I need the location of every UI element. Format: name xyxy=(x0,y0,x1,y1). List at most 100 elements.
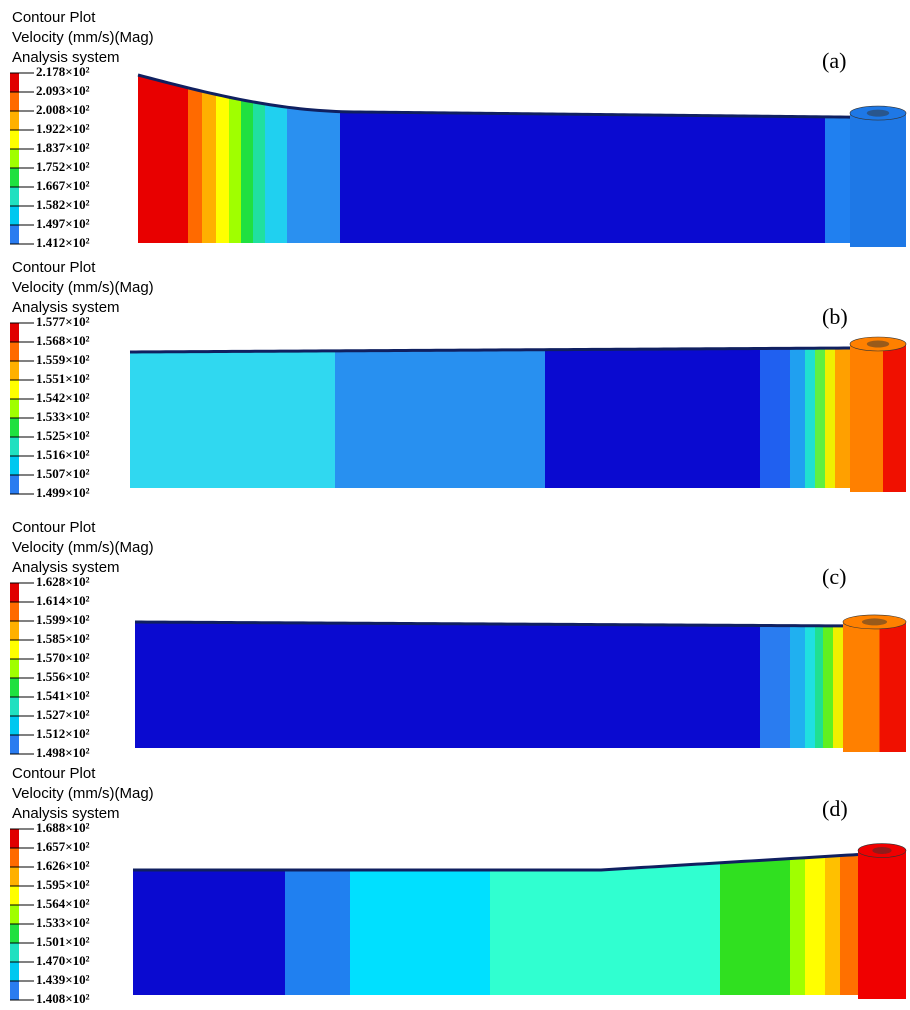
legend-label: 1.556×10² xyxy=(36,669,90,684)
legend-label: 1.439×10² xyxy=(36,972,90,987)
contour-band xyxy=(790,348,805,488)
contour-band xyxy=(760,625,790,748)
legend-swatch xyxy=(10,130,19,149)
legend-swatch xyxy=(10,187,19,206)
roller-hole xyxy=(867,110,889,117)
legend-swatch xyxy=(10,225,19,244)
contour-band xyxy=(229,97,241,243)
contour-band xyxy=(823,626,833,748)
legend-label: 1.525×10² xyxy=(36,428,90,443)
legend-label: 1.542×10² xyxy=(36,390,90,405)
header-line: Contour Plot xyxy=(12,765,96,782)
legend-swatch xyxy=(10,206,19,225)
roller-shade xyxy=(887,851,906,999)
roller-hole xyxy=(872,847,891,854)
legend-label: 1.412×10² xyxy=(36,235,90,250)
roller-shade xyxy=(880,622,907,752)
legend-label: 1.499×10² xyxy=(36,485,90,500)
contour-band xyxy=(335,350,545,488)
legend-label: 1.582×10² xyxy=(36,197,90,212)
contour-band xyxy=(760,348,790,488)
contour-band xyxy=(840,855,858,995)
contour-band xyxy=(825,117,850,243)
header-line: Contour Plot xyxy=(12,519,96,536)
legend-swatch xyxy=(10,697,19,716)
contour-band xyxy=(790,626,805,748)
legend-swatch xyxy=(10,848,19,867)
contour-band xyxy=(133,870,285,995)
contour-band xyxy=(202,91,216,243)
legend-swatch xyxy=(10,867,19,886)
contour-band xyxy=(815,626,823,748)
contour-band xyxy=(216,94,229,243)
legend-label: 1.628×10² xyxy=(36,574,90,589)
panel-label: (d) xyxy=(822,796,848,821)
panel-label: (b) xyxy=(822,304,848,329)
legend-label: 1.516×10² xyxy=(36,447,90,462)
contour-band xyxy=(130,351,335,488)
legend-label: 1.559×10² xyxy=(36,352,90,367)
legend-swatch xyxy=(10,602,19,621)
contour-band xyxy=(805,857,825,996)
legend-label: 1.595×10² xyxy=(36,877,90,892)
legend-label: 1.922×10² xyxy=(36,121,90,136)
contour-band xyxy=(350,870,490,995)
header-line: Contour Plot xyxy=(12,9,96,26)
contour-band xyxy=(340,112,825,243)
legend-label: 1.626×10² xyxy=(36,858,90,873)
legend-label: 1.688×10² xyxy=(36,820,90,835)
roller-shade xyxy=(883,113,906,247)
legend-label: 2.008×10² xyxy=(36,102,90,117)
legend-swatch xyxy=(10,621,19,640)
legend-label: 1.533×10² xyxy=(36,409,90,424)
legend-label: 1.533×10² xyxy=(36,915,90,930)
header-line: Contour Plot xyxy=(12,259,96,276)
legend-label: 1.551×10² xyxy=(36,371,90,386)
legend-label: 1.667×10² xyxy=(36,178,90,193)
legend-swatch xyxy=(10,678,19,697)
legend-label: 1.501×10² xyxy=(36,934,90,949)
panel-label: (c) xyxy=(822,564,846,589)
contour-band xyxy=(805,626,815,748)
legend-label: 1.752×10² xyxy=(36,159,90,174)
legend-label: 1.570×10² xyxy=(36,650,90,665)
roller-hole xyxy=(867,341,889,348)
legend-label: 1.837×10² xyxy=(36,140,90,155)
legend-swatch xyxy=(10,583,19,602)
panel: Contour PlotVelocity (mm/s)(Mag)Analysis… xyxy=(10,765,906,1006)
contour-band xyxy=(135,622,760,748)
legend-swatch xyxy=(10,323,19,342)
contour-band xyxy=(835,348,850,488)
contour-band xyxy=(833,626,843,748)
legend-label: 1.577×10² xyxy=(36,314,90,329)
legend-label: 2.093×10² xyxy=(36,83,90,98)
legend-swatch xyxy=(10,73,19,92)
legend-swatch xyxy=(10,380,19,399)
legend-swatch xyxy=(10,943,19,962)
legend-swatch xyxy=(10,418,19,437)
contour-band xyxy=(490,863,720,995)
legend-label: 1.408×10² xyxy=(36,991,90,1006)
panel: Contour PlotVelocity (mm/s)(Mag)Analysis… xyxy=(10,259,906,500)
legend-label: 1.541×10² xyxy=(36,688,90,703)
legend-label: 1.568×10² xyxy=(36,333,90,348)
contour-band xyxy=(285,870,350,995)
legend-label: 2.178×10² xyxy=(36,64,90,79)
contour-band xyxy=(287,107,340,243)
contour-band xyxy=(545,349,760,489)
roller-shade xyxy=(883,344,906,492)
legend-swatch xyxy=(10,149,19,168)
legend-label: 1.507×10² xyxy=(36,466,90,481)
panel: Contour PlotVelocity (mm/s)(Mag)Analysis… xyxy=(10,9,906,250)
legend-swatch xyxy=(10,456,19,475)
legend-swatch xyxy=(10,399,19,418)
legend-swatch xyxy=(10,640,19,659)
legend-swatch xyxy=(10,962,19,981)
legend-label: 1.657×10² xyxy=(36,839,90,854)
legend-swatch xyxy=(10,735,19,754)
legend-swatch xyxy=(10,981,19,1000)
legend-label: 1.585×10² xyxy=(36,631,90,646)
legend-swatch xyxy=(10,342,19,361)
legend-swatch xyxy=(10,659,19,678)
contour-band xyxy=(138,75,188,243)
